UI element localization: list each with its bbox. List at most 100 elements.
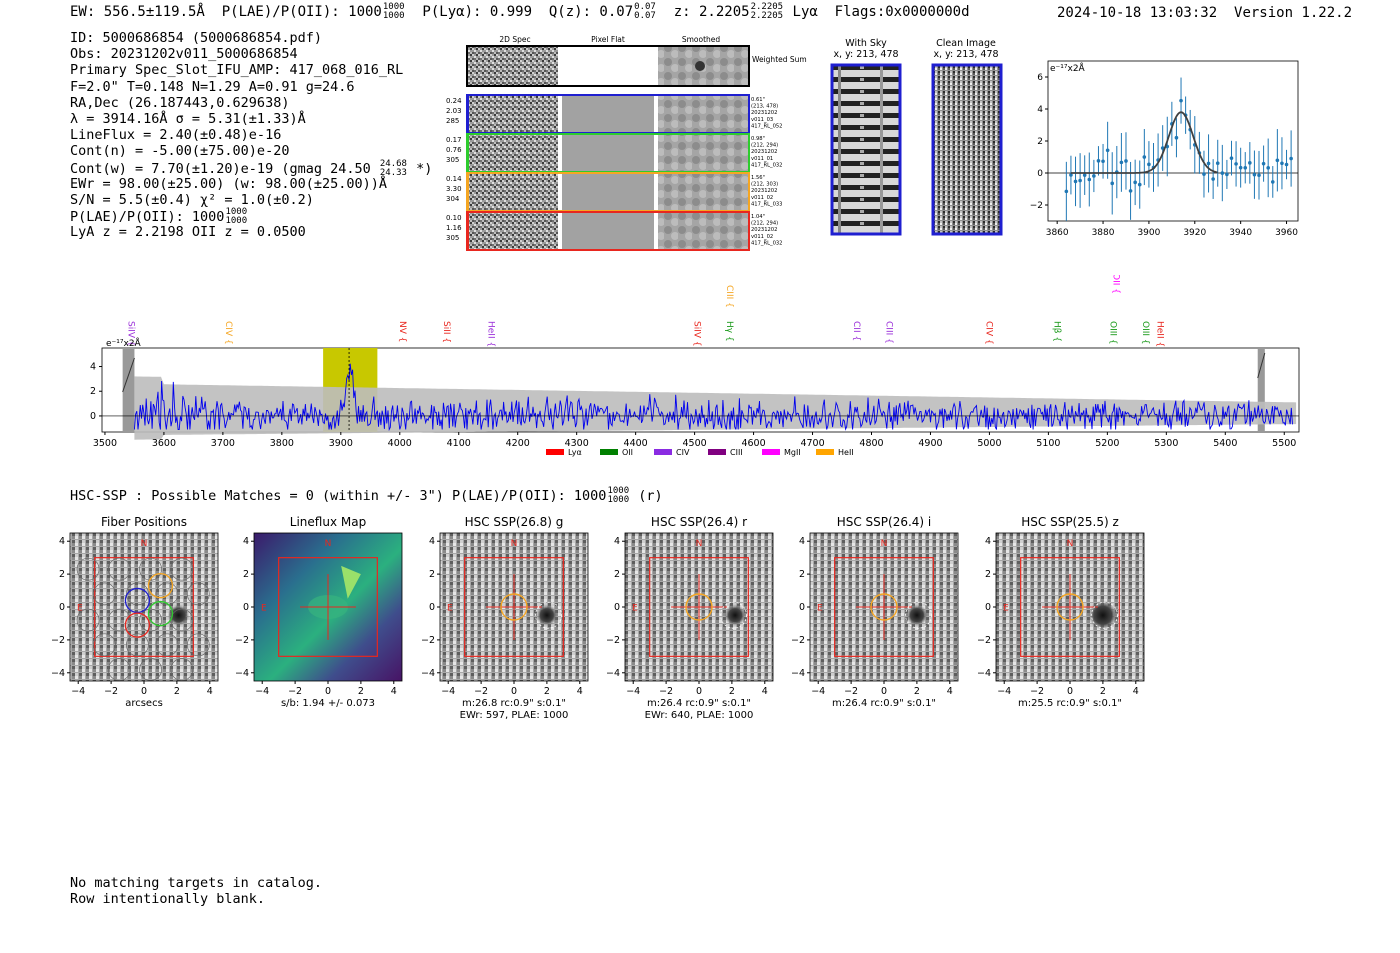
fit-point-1 <box>1069 173 1073 177</box>
cutout-left-2-0: 0.14 <box>446 175 462 183</box>
spec-xlabel-14: 4900 <box>918 438 942 449</box>
stamp-xlabel-1-1: −2 <box>288 686 302 697</box>
info-contn: Cont(n) = -5.00(±75.00)e-20 <box>70 143 290 160</box>
info-lambda: λ = 3914.16Å σ = 5.31(±1.33)Å <box>70 110 306 127</box>
spec-xlabel-8: 4300 <box>565 438 589 449</box>
cutout-right-1-2: 20231202 <box>751 149 777 155</box>
stamp-ylabel-5-3: 2 <box>985 569 991 580</box>
stamp-caption1-0: arcsecs <box>125 698 163 709</box>
stamp-caption2-2: EWr: 597, PLAE: 1000 <box>460 710 569 721</box>
fit-point-10 <box>1110 181 1115 186</box>
east-label-1: E <box>261 603 267 613</box>
line-label-5: SiIV { <box>692 321 702 347</box>
legend-label-5: HeII <box>838 448 854 457</box>
fit-point-34 <box>1220 171 1225 175</box>
line-fit-plot: e⁻¹⁷x2Å 3860 3880 3900 3920 3940 3960 −2 0 2 4 6 <box>1030 60 1299 235</box>
stamp-xlabel-1-2: 0 <box>325 686 331 697</box>
fit-model-curve <box>1070 111 1218 174</box>
info-plae: P(LAE)/P(OII): 1000 1000 1000 <box>70 207 248 227</box>
stamp-ylabel-1-4: 4 <box>243 536 249 547</box>
stamp-ylabel-3-2: 0 <box>614 602 620 613</box>
fit-point-4 <box>1082 173 1087 177</box>
fit-point-30 <box>1202 172 1206 176</box>
info-sn: S/N = 5.5(±0.4) χ² = 1.0(±0.2) <box>70 191 314 208</box>
stamp-ylabel-4-3: 2 <box>799 569 805 580</box>
line-label-0: SiIV { <box>126 321 136 347</box>
legend-swatch-5 <box>816 449 834 455</box>
fit-point-8 <box>1101 159 1105 164</box>
cutout-right-1-0: 0.98" <box>751 136 765 142</box>
line-label-11: Hβ { <box>1051 321 1061 342</box>
north-label-5: N <box>1067 539 1074 549</box>
spec-ylabel-0: 0 <box>90 411 96 422</box>
stamp-5: HSC SSP(25.5) z N E −4 −4 −2 −2 0 0 2 2 4 4 m:25.5 rc… <box>977 515 1145 709</box>
spec-xlabel-2: 3700 <box>211 438 235 449</box>
z-value: z: 2.2205 <box>673 4 750 20</box>
line-label-2: NV { <box>397 321 407 342</box>
fiber-14 <box>76 557 100 581</box>
mask-right <box>1257 348 1265 432</box>
stamp-caption1-1: s/b: 1.94 +/- 0.073 <box>281 698 375 709</box>
fit-ylabel-1: 0 <box>1037 169 1043 179</box>
fiber-3 <box>93 582 116 606</box>
east-label-3: E <box>632 603 638 613</box>
spec-xlabel-20: 5500 <box>1272 438 1296 449</box>
legend-swatch-2 <box>654 449 672 455</box>
spec-xlabel-16: 5100 <box>1036 438 1060 449</box>
spec-xlabel-15: 5000 <box>977 438 1001 449</box>
north-label-0: N <box>141 539 148 549</box>
fit-point-48 <box>1284 162 1289 167</box>
stamp-ylabel-5-0: −4 <box>977 668 991 679</box>
spec-ylabel-1: 2 <box>90 386 96 397</box>
fit-point-9 <box>1105 148 1110 153</box>
clean-header: Clean Image x, y: 213, 478 <box>928 38 1004 60</box>
stamp-xlabel-5-1: −2 <box>1030 686 1044 697</box>
z-line: Lyα <box>792 4 818 20</box>
stamp-xlabel-2-4: 4 <box>577 686 583 697</box>
stamp-ylabel-1-1: −2 <box>235 635 249 646</box>
summary-header: EW: 556.5±119.5Å P(LAE)/P(OII): 1000 1000… <box>70 3 970 21</box>
col-header-2dspec: 2D Spec <box>499 35 530 44</box>
east-label-2: E <box>447 603 453 613</box>
fit-xlabel-2: 3900 <box>1137 228 1160 235</box>
plya-value: P(Lyα): 0.999 <box>422 4 532 20</box>
stamp-ylabel-4-4: 4 <box>799 536 805 547</box>
stamp-ylabel-2-0: −4 <box>421 668 435 679</box>
fit-point-47 <box>1280 161 1284 166</box>
info-id: ID: 5000686854 (5000686854.pdf) <box>70 30 322 46</box>
aperture-box-1 <box>278 557 378 657</box>
fit-unit-label: e⁻¹⁷x2Å <box>1050 62 1086 74</box>
fit-xlabel-5: 3960 <box>1275 228 1298 235</box>
info-obs: Obs: 20231202v011_5000686854 <box>70 46 298 63</box>
cutout-smoothed-1 <box>658 135 748 171</box>
spec-xlabel-6: 4100 <box>447 438 471 449</box>
fiber-16 <box>139 658 162 681</box>
fiber-green <box>147 600 174 627</box>
col-header-flat: Pixel Flat <box>591 35 625 44</box>
fiber-1 <box>139 557 162 581</box>
weighted-frame <box>466 45 750 87</box>
cutout-left-1-2: 305 <box>446 156 459 164</box>
fiber-red <box>124 612 151 638</box>
cutout-left-0-0: 0.24 <box>446 97 462 105</box>
fit-point-25 <box>1179 98 1183 103</box>
cutout-right-2-2: 20231202 <box>751 188 777 194</box>
spec-xlabel-9: 4400 <box>624 438 648 449</box>
stamp-xlabel-3-3: 2 <box>729 686 735 697</box>
cutout-bar-2 <box>466 173 469 211</box>
weighted-2dspec <box>468 47 558 85</box>
spec-xlabel-3: 3800 <box>270 438 294 449</box>
stamp-xlabel-2-3: 2 <box>544 686 550 697</box>
stamp-xlabel-1-4: 4 <box>391 686 397 697</box>
cutout-flat-0 <box>562 96 654 132</box>
cutout-bar-3 <box>466 212 469 250</box>
info-contw: Cont(w) = 7.70(±1.20)e-19 (gmag 24.50 24… <box>70 158 433 178</box>
stamp-image-0 <box>70 533 218 681</box>
stamp-xlabel-5-2: 0 <box>1067 686 1073 697</box>
hsc-match-summary: HSC-SSP : Possible Matches = 0 (within +… <box>70 487 663 505</box>
aperture-box-5 <box>1020 557 1120 657</box>
line-label-10: CIV { <box>984 321 994 345</box>
cutout-left-0-2: 285 <box>446 117 459 125</box>
spec-xlabel-12: 4700 <box>800 438 824 449</box>
stamp-ylabel-1-2: 0 <box>243 602 249 613</box>
